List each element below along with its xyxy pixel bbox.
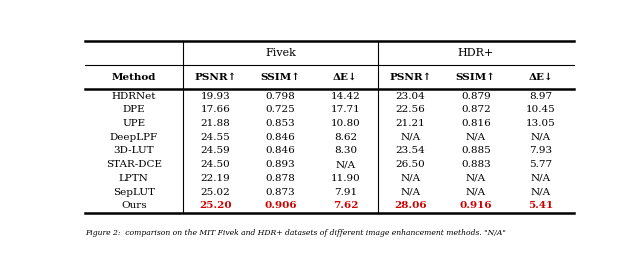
Text: N/A: N/A xyxy=(335,160,356,169)
Text: 14.42: 14.42 xyxy=(331,92,360,101)
Text: 0.725: 0.725 xyxy=(266,105,295,114)
Text: 0.893: 0.893 xyxy=(266,160,295,169)
Text: 22.19: 22.19 xyxy=(200,174,230,183)
Text: 3D-LUT: 3D-LUT xyxy=(113,147,154,156)
Text: 17.66: 17.66 xyxy=(200,105,230,114)
Text: N/A: N/A xyxy=(531,174,551,183)
Text: N/A: N/A xyxy=(466,174,486,183)
Text: 5.77: 5.77 xyxy=(529,160,552,169)
Text: 7.91: 7.91 xyxy=(334,188,357,197)
Text: 17.71: 17.71 xyxy=(331,105,360,114)
Text: N/A: N/A xyxy=(531,133,551,142)
Text: 24.55: 24.55 xyxy=(200,133,230,142)
Text: 8.30: 8.30 xyxy=(334,147,357,156)
Text: 0.816: 0.816 xyxy=(461,119,491,128)
Text: 0.878: 0.878 xyxy=(266,174,295,183)
Text: 0.883: 0.883 xyxy=(461,160,491,169)
Text: 21.88: 21.88 xyxy=(200,119,230,128)
Text: ΔE↓: ΔE↓ xyxy=(529,73,554,82)
Text: 0.846: 0.846 xyxy=(266,133,295,142)
Text: 23.04: 23.04 xyxy=(396,92,426,101)
Text: 0.798: 0.798 xyxy=(266,92,295,101)
Text: Fivek: Fivek xyxy=(265,48,296,58)
Text: SSIM↑: SSIM↑ xyxy=(260,73,300,82)
Text: HDR+: HDR+ xyxy=(458,48,494,58)
Text: SSIM↑: SSIM↑ xyxy=(456,73,496,82)
Text: 0.853: 0.853 xyxy=(266,119,295,128)
Text: Method: Method xyxy=(111,73,156,82)
Text: 11.90: 11.90 xyxy=(331,174,360,183)
Text: 19.93: 19.93 xyxy=(200,92,230,101)
Text: N/A: N/A xyxy=(466,133,486,142)
Text: 25.20: 25.20 xyxy=(199,201,232,211)
Text: 10.80: 10.80 xyxy=(331,119,360,128)
Text: 10.45: 10.45 xyxy=(526,105,556,114)
Text: 0.906: 0.906 xyxy=(264,201,297,211)
Text: 25.02: 25.02 xyxy=(200,188,230,197)
Text: Ours: Ours xyxy=(121,201,147,211)
Text: HDRNet: HDRNet xyxy=(111,92,156,101)
Text: SepLUT: SepLUT xyxy=(113,188,155,197)
Text: N/A: N/A xyxy=(401,174,420,183)
Text: 0.872: 0.872 xyxy=(461,105,491,114)
Text: PSNR↑: PSNR↑ xyxy=(390,73,432,82)
Text: STAR-DCE: STAR-DCE xyxy=(106,160,162,169)
Text: 8.97: 8.97 xyxy=(529,92,552,101)
Text: N/A: N/A xyxy=(401,133,420,142)
Text: 28.06: 28.06 xyxy=(394,201,427,211)
Text: 7.62: 7.62 xyxy=(333,201,358,211)
Text: DeepLPF: DeepLPF xyxy=(109,133,158,142)
Text: 0.873: 0.873 xyxy=(266,188,295,197)
Text: N/A: N/A xyxy=(466,188,486,197)
Text: LPTN: LPTN xyxy=(119,174,148,183)
Text: 26.50: 26.50 xyxy=(396,160,426,169)
Text: DPE: DPE xyxy=(122,105,145,114)
Text: 7.93: 7.93 xyxy=(529,147,552,156)
Text: 24.59: 24.59 xyxy=(200,147,230,156)
Text: 21.21: 21.21 xyxy=(396,119,426,128)
Text: 5.41: 5.41 xyxy=(529,201,554,211)
Text: UPE: UPE xyxy=(122,119,145,128)
Text: 0.916: 0.916 xyxy=(460,201,492,211)
Text: N/A: N/A xyxy=(531,188,551,197)
Text: 0.879: 0.879 xyxy=(461,92,491,101)
Text: PSNR↑: PSNR↑ xyxy=(194,73,236,82)
Text: 13.05: 13.05 xyxy=(526,119,556,128)
Text: 22.56: 22.56 xyxy=(396,105,426,114)
Text: Figure 2:  comparison on the MIT Fivek and HDR+ datasets of different image enha: Figure 2: comparison on the MIT Fivek an… xyxy=(85,229,506,237)
Text: ΔE↓: ΔE↓ xyxy=(333,73,358,82)
Text: 23.54: 23.54 xyxy=(396,147,426,156)
Text: 0.885: 0.885 xyxy=(461,147,491,156)
Text: 24.50: 24.50 xyxy=(200,160,230,169)
Text: 0.846: 0.846 xyxy=(266,147,295,156)
Text: N/A: N/A xyxy=(401,188,420,197)
Text: 8.62: 8.62 xyxy=(334,133,357,142)
